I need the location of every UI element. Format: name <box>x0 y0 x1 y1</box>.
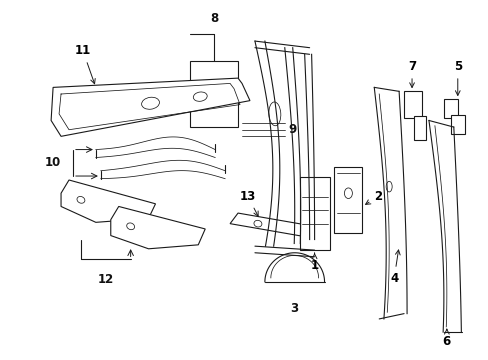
Text: 12: 12 <box>98 273 114 285</box>
Text: 4: 4 <box>389 250 399 285</box>
Bar <box>190 61 238 127</box>
Polygon shape <box>111 207 205 249</box>
Polygon shape <box>51 78 249 136</box>
Bar <box>443 99 457 118</box>
Ellipse shape <box>268 102 280 126</box>
Text: 2: 2 <box>365 190 382 204</box>
Text: 7: 7 <box>407 60 415 87</box>
Ellipse shape <box>386 181 391 192</box>
Ellipse shape <box>126 223 134 230</box>
Ellipse shape <box>77 197 85 203</box>
Text: 9: 9 <box>288 123 296 136</box>
Text: 5: 5 <box>453 60 461 95</box>
Polygon shape <box>61 180 155 222</box>
Ellipse shape <box>142 97 159 109</box>
Text: 13: 13 <box>240 190 258 216</box>
Ellipse shape <box>253 220 262 227</box>
Text: 3: 3 <box>290 302 298 315</box>
Ellipse shape <box>344 188 352 198</box>
Ellipse shape <box>193 92 207 101</box>
Bar <box>403 91 421 118</box>
Bar <box>413 117 425 140</box>
Polygon shape <box>230 213 329 239</box>
Text: 10: 10 <box>45 156 61 169</box>
Text: 1: 1 <box>310 253 318 272</box>
Text: 8: 8 <box>210 12 218 25</box>
Bar <box>334 167 362 233</box>
Bar <box>299 177 329 250</box>
Text: 6: 6 <box>442 329 450 348</box>
Bar <box>450 115 464 134</box>
Text: 11: 11 <box>75 44 95 84</box>
